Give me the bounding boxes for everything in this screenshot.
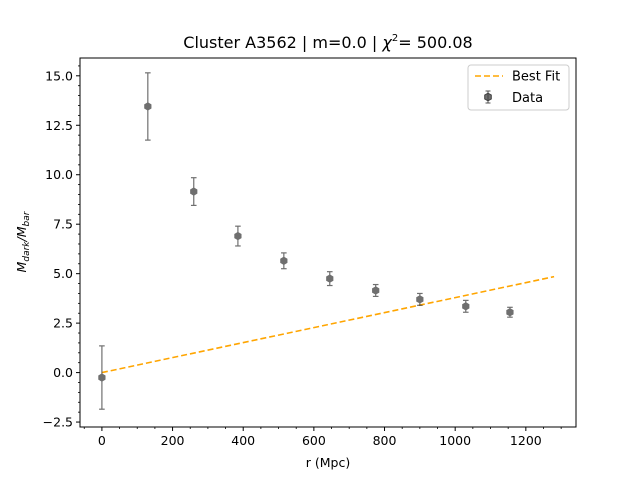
x-tick-label: 1000 <box>439 433 471 448</box>
data-point <box>372 283 380 298</box>
best-fit-series <box>101 275 555 374</box>
y-tick-label: 0.0 <box>53 365 73 380</box>
y-tick-label: −2.5 <box>43 415 73 430</box>
x-tick-label: 600 <box>302 433 326 448</box>
chart-title: Cluster A3562 | m=0.0 | χ2= 500.08 <box>183 33 472 52</box>
y-label-sub-dark: dark <box>22 241 32 262</box>
y-tick-label: 7.5 <box>53 217 73 232</box>
legend: Best Fit Data <box>467 64 570 111</box>
data-point <box>462 299 470 313</box>
data-point <box>506 306 514 318</box>
y-tick-label: 2.5 <box>53 316 73 331</box>
x-tick-label: 400 <box>231 433 255 448</box>
chart-title-chi-sup: 2 <box>392 33 398 44</box>
data-point <box>234 225 242 247</box>
data-point <box>280 252 288 270</box>
chart-title-rest: = 500.08 <box>398 33 472 52</box>
y-label-slash: /M <box>14 226 29 242</box>
data-marker <box>462 302 470 311</box>
legend-data-marker <box>484 92 492 102</box>
data-marker <box>506 308 514 317</box>
y-tick-label: 10.0 <box>45 167 73 182</box>
plot-area-frame <box>79 57 577 428</box>
best-fit-line <box>101 275 555 374</box>
y-label-sub-bar: bar <box>22 210 32 226</box>
data-marker <box>98 373 106 382</box>
data-marker <box>326 274 334 283</box>
x-tick-label: 0 <box>98 433 106 448</box>
x-tick-label: 800 <box>373 433 397 448</box>
y-tick-label: 15.0 <box>45 68 73 83</box>
data-marker <box>234 231 242 241</box>
legend-data-label: Data <box>512 91 543 106</box>
y-axis-label: Mdark/Mbar <box>14 210 32 272</box>
y-axis-ticks: −2.5 0.0 2.5 5.0 7.5 10.0 12.5 15.0 <box>43 65 80 430</box>
x-axis-label: r (Mpc) <box>306 455 350 470</box>
data-marker <box>144 102 152 111</box>
chart-title-chi: χ <box>381 33 392 52</box>
y-tick-label: 5.0 <box>53 266 73 281</box>
data-marker <box>372 286 380 295</box>
data-point <box>326 271 334 287</box>
data-point <box>416 292 424 306</box>
data-point <box>144 72 152 141</box>
chart-title-main: Cluster A3562 | m=0.0 | <box>183 33 382 52</box>
legend-best-fit-label: Best Fit <box>512 70 560 85</box>
data-marker <box>280 256 288 265</box>
data-marker <box>190 187 198 196</box>
y-label-m: M <box>14 261 29 272</box>
x-axis-ticks: 0 200 400 600 800 1000 1200 <box>83 427 562 448</box>
data-point <box>190 177 198 207</box>
y-tick-label: 12.5 <box>45 118 73 133</box>
x-tick-label: 200 <box>161 433 185 448</box>
x-tick-label: 1200 <box>510 433 542 448</box>
data-marker <box>416 295 424 304</box>
data-point <box>98 345 106 410</box>
data-series <box>98 72 514 410</box>
